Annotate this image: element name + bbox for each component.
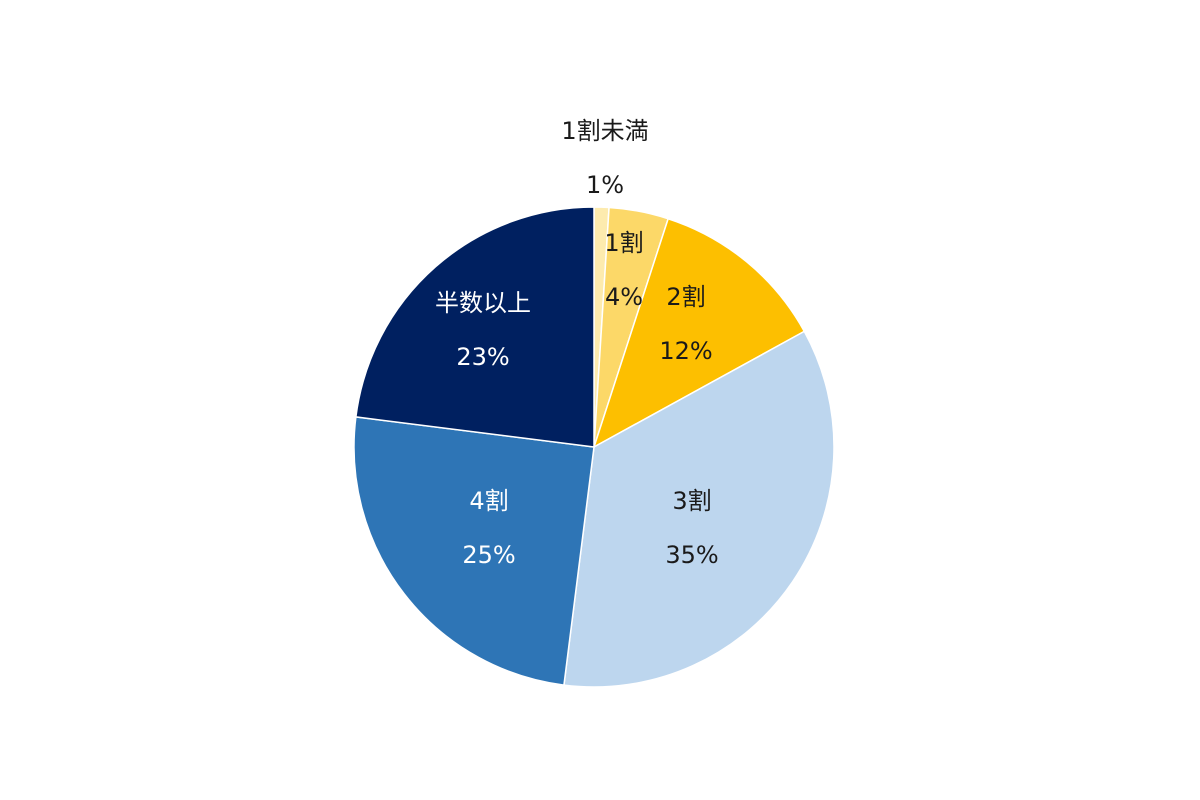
- pie-slice-3: [592, 217, 806, 449]
- slice-category-label: 2割: [666, 283, 705, 311]
- pie-slice-4: [563, 330, 835, 688]
- slice-category-label: 3割: [672, 487, 711, 515]
- pie-slices: [353, 206, 835, 688]
- slice-value-label: 4%: [605, 283, 643, 311]
- slice-category-label: 4割: [469, 487, 508, 515]
- slice-value-label: 23%: [456, 343, 509, 371]
- pie-slice-6: [355, 206, 595, 448]
- slice-value-label: 25%: [462, 541, 515, 569]
- slice-value-label: 12%: [659, 337, 712, 365]
- slice-category-label: 1割未満: [561, 117, 648, 145]
- slice-category-label: 半数以上: [435, 289, 531, 317]
- slice-value-label: 1%: [586, 171, 624, 199]
- slice-category-label: 1割: [604, 229, 643, 257]
- pie-slice-5: [353, 416, 595, 686]
- slice-value-label: 35%: [665, 541, 718, 569]
- pie-labels: 1割未満 1% 1割 4% 2割 12% 3割 35% 4割 25% 半数以上 23%: [435, 117, 719, 569]
